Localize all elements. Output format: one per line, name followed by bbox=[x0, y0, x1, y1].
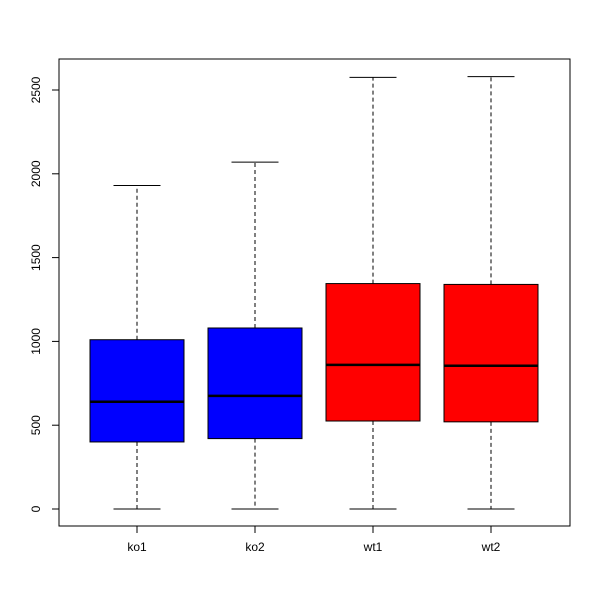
box-body bbox=[443, 283, 539, 423]
x-tick-label: wt2 bbox=[481, 540, 501, 554]
x-tick-label: ko2 bbox=[245, 540, 265, 554]
box-body bbox=[325, 283, 421, 422]
x-tick-label: ko1 bbox=[127, 540, 147, 554]
x-tick-label: wt1 bbox=[363, 540, 383, 554]
box-body bbox=[207, 327, 303, 440]
y-tick-label: 500 bbox=[29, 415, 43, 435]
box-ko2 bbox=[207, 161, 303, 510]
box-wt1 bbox=[325, 76, 421, 510]
box-group bbox=[89, 76, 539, 510]
y-axis-ticks: 0 500 1000 1500 2000 2500 bbox=[29, 76, 59, 512]
y-tick-label: 2500 bbox=[29, 76, 43, 103]
box-body bbox=[89, 339, 185, 443]
y-tick-label: 1500 bbox=[29, 244, 43, 271]
box-ko1 bbox=[89, 185, 185, 510]
y-tick-label: 1000 bbox=[29, 328, 43, 355]
y-tick-label: 2000 bbox=[29, 160, 43, 187]
x-axis-labels: ko1 ko2 wt1 wt2 bbox=[127, 526, 501, 554]
y-tick-label: 0 bbox=[29, 505, 43, 512]
box-wt2 bbox=[443, 76, 539, 510]
